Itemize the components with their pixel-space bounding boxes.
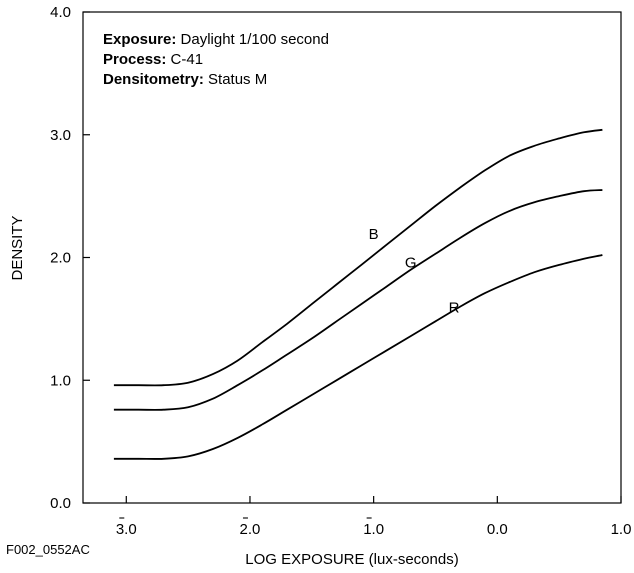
annotation-block: Exposure: Daylight 1/100 second Process: … bbox=[103, 31, 329, 88]
y-tick-label: 4.0 bbox=[50, 4, 71, 21]
annotation-key: Exposure: bbox=[103, 31, 176, 48]
x-axis-label: LOG EXPOSURE (lux-seconds) bbox=[245, 551, 458, 568]
annotation-line: Densitometry: Status M bbox=[103, 71, 267, 88]
figure-id: F002_0552AC bbox=[6, 542, 90, 557]
annotation-line: Process: C-41 bbox=[103, 51, 203, 68]
series-line-B bbox=[113, 128, 603, 387]
x-tick-label: 0.0 bbox=[487, 521, 508, 538]
x-tick-label: 1.0 bbox=[363, 521, 384, 538]
y-axis-ticks: 0.0 1.0 2.0 3.0 4.0 bbox=[50, 4, 90, 512]
annotation-value: Status M bbox=[204, 71, 267, 88]
y-tick-label: 2.0 bbox=[50, 250, 71, 267]
annotation-key: Process: bbox=[103, 51, 166, 68]
series-line-G bbox=[113, 189, 603, 411]
annotation-line: Exposure: Daylight 1/100 second bbox=[103, 31, 329, 48]
y-tick-label: 3.0 bbox=[50, 127, 71, 144]
y-axis-label: DENSITY bbox=[9, 215, 26, 280]
x-tick-label: 3.0 bbox=[116, 521, 137, 538]
curves: B G R bbox=[113, 128, 603, 460]
x-tick-label: 2.0 bbox=[240, 521, 261, 538]
series-label-R: R bbox=[449, 300, 460, 317]
y-tick-label: 1.0 bbox=[50, 372, 71, 389]
y-tick-label: 0.0 bbox=[50, 495, 71, 512]
x-tick-label: 1.0 bbox=[611, 521, 632, 538]
annotation-value: Daylight 1/100 second bbox=[176, 31, 329, 48]
series-label-B: B bbox=[369, 226, 379, 243]
series-line-R bbox=[113, 254, 603, 460]
x-axis-ticks: 3.0 2.0 1.0 0.0 1.0 bbox=[116, 496, 632, 538]
annotation-key: Densitometry: bbox=[103, 71, 204, 88]
series-label-G: G bbox=[405, 254, 417, 271]
annotation-value: C-41 bbox=[166, 51, 203, 68]
